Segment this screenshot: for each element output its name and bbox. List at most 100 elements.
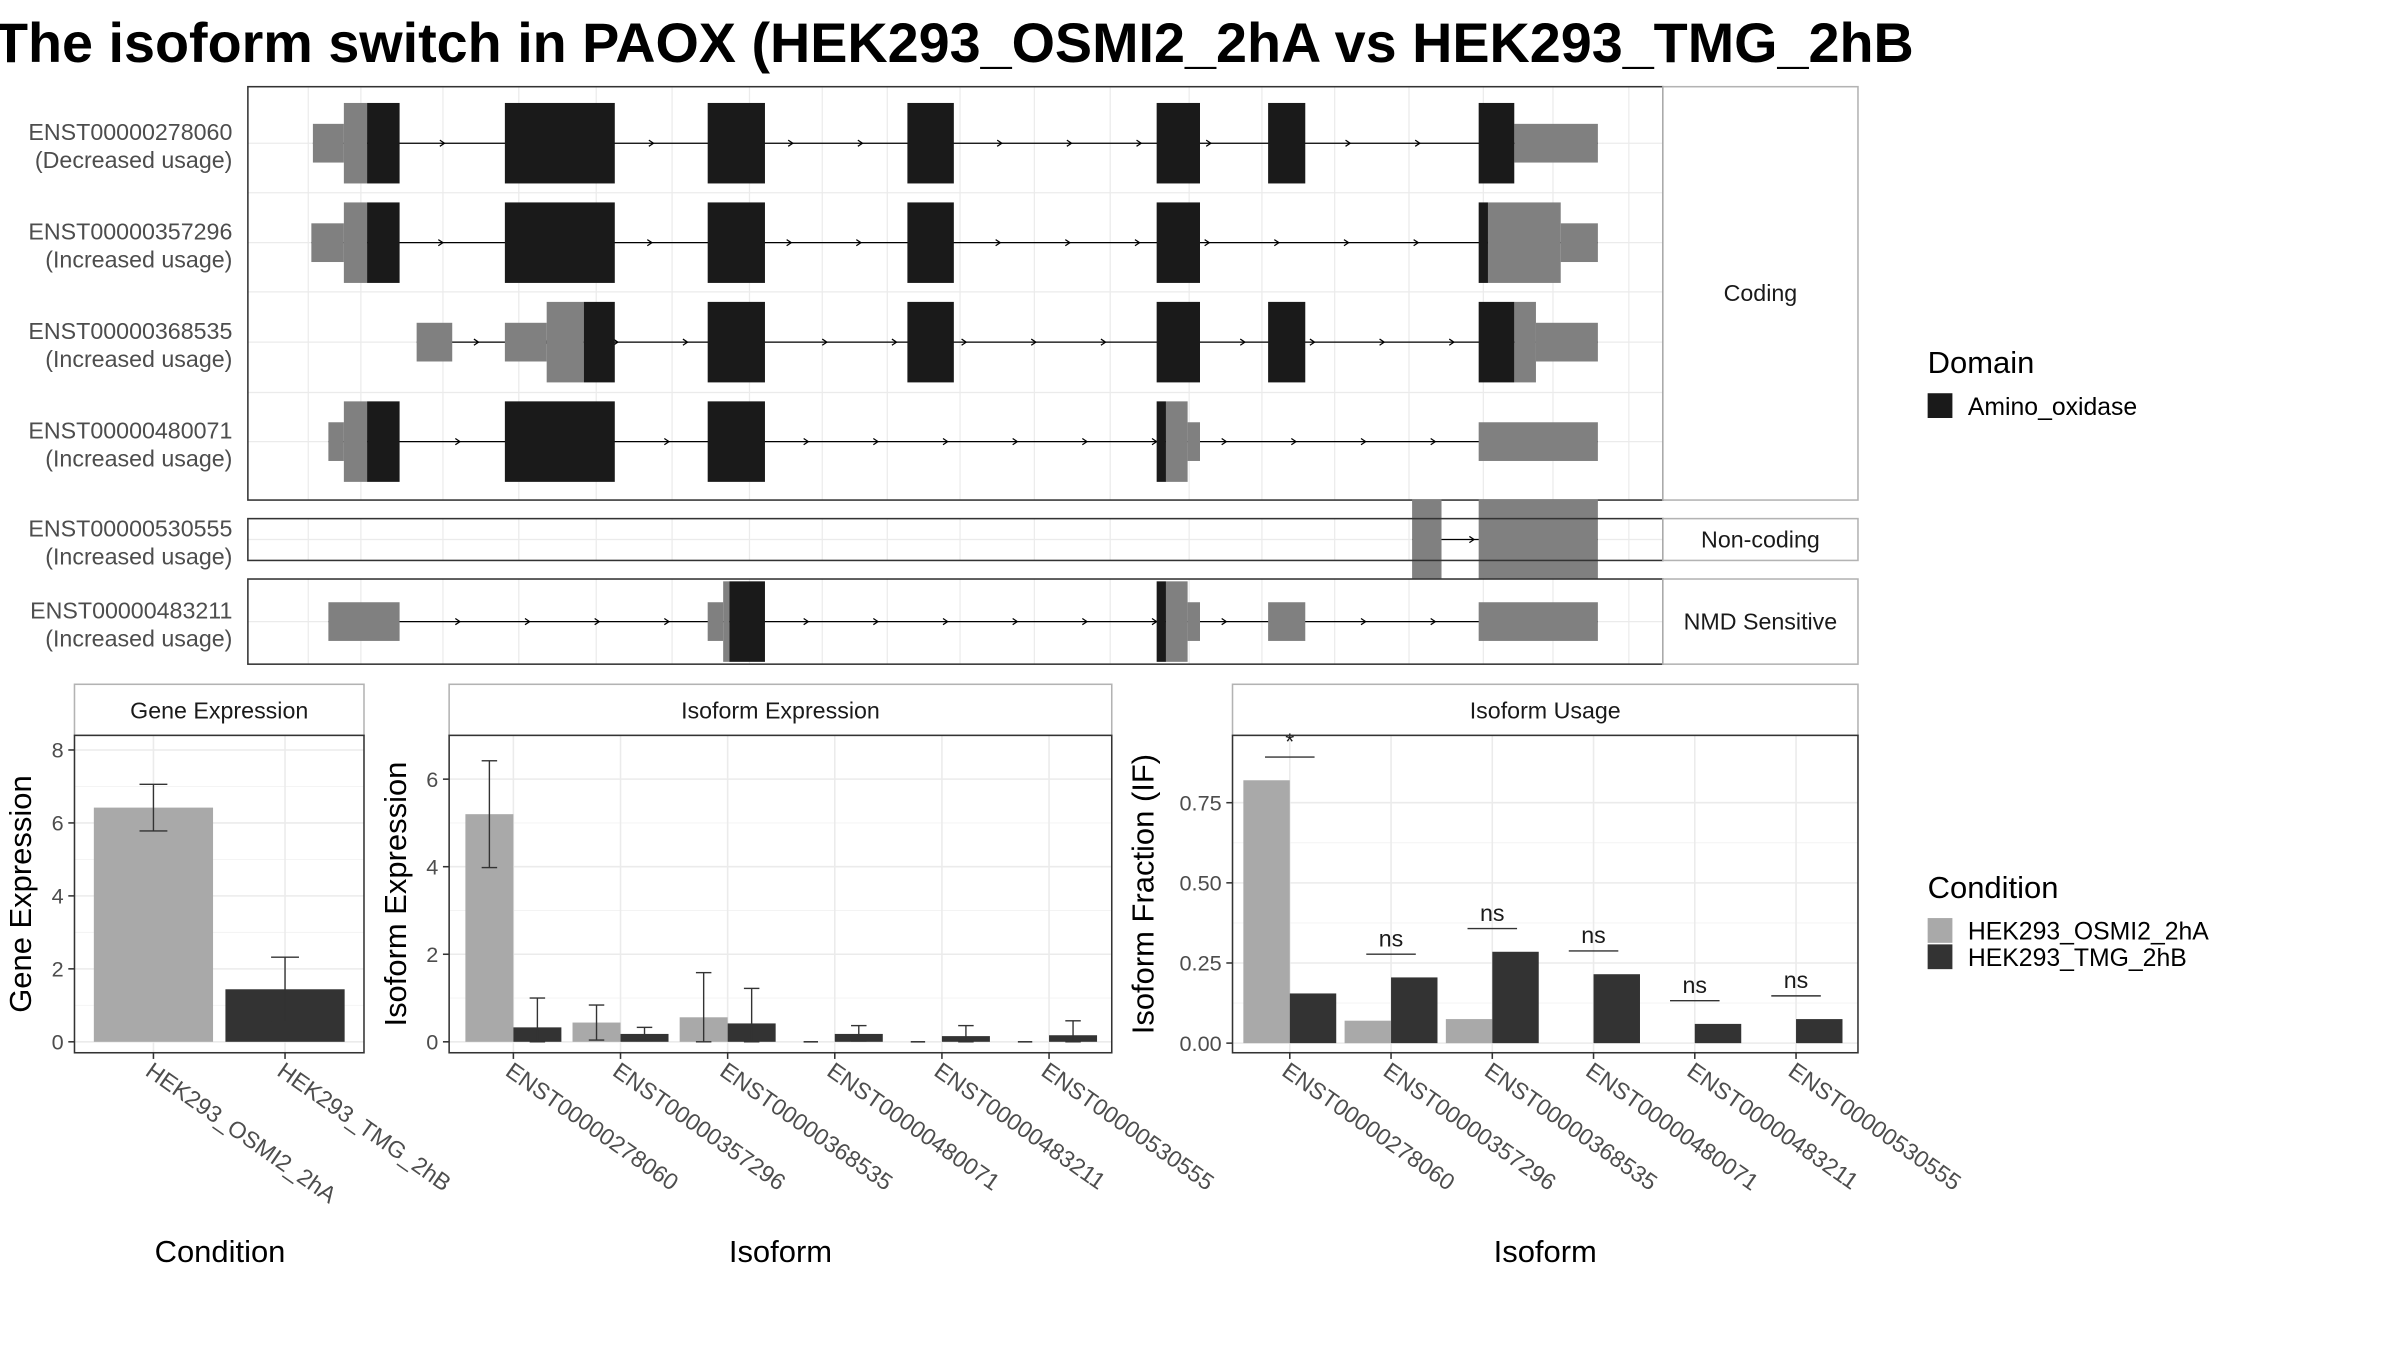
intron-arrow <box>1030 338 1038 346</box>
domain-exon <box>504 401 615 482</box>
y-tick-label: 0.00 <box>1180 1031 1222 1056</box>
intron-arrow <box>1221 617 1228 626</box>
utr-exon <box>343 401 368 482</box>
intron-arrow <box>648 139 655 147</box>
domain-exon <box>1478 202 1488 283</box>
facet-strip <box>1662 517 1859 562</box>
x-tick-label: ENST00000368535 <box>1480 1057 1662 1195</box>
intron-arrow <box>942 438 949 446</box>
y-tick-label: 0 <box>52 1030 64 1055</box>
domain-exon <box>1268 102 1306 184</box>
chart-facet-strip <box>73 683 365 737</box>
intron-arrow <box>437 239 445 247</box>
x-tick-label: ENST00000480071 <box>1581 1057 1763 1195</box>
domain-exon <box>1156 301 1200 383</box>
domain-exon <box>1478 102 1515 184</box>
domain-exon <box>707 202 765 283</box>
utr-exon <box>1478 602 1598 641</box>
domain-exon <box>367 202 400 283</box>
utr-exon <box>343 202 368 283</box>
domain-legend: Domain Amino_oxidase <box>1927 345 2137 421</box>
intron-arrow <box>1360 438 1367 446</box>
utr-exon <box>312 123 344 163</box>
facet-strip-label: NMD Sensitive <box>1684 608 1838 634</box>
transcript-panel-bg <box>247 86 1663 501</box>
bar <box>1492 951 1539 1044</box>
x-tick-label: ENST00000530555 <box>1784 1057 1966 1195</box>
utr-exon <box>1478 499 1598 580</box>
intron-arrow <box>1100 338 1107 346</box>
intron-arrow <box>663 438 671 446</box>
x-tick-label: ENST00000278060 <box>501 1057 683 1195</box>
x-axis-title: Isoform <box>1494 1234 1597 1269</box>
intron-arrow <box>646 239 654 247</box>
domain-legend-title: Domain <box>1928 345 2035 380</box>
utr-exon <box>1560 223 1598 263</box>
intron-arrow <box>1205 139 1212 147</box>
intron-arrow <box>872 617 880 626</box>
bar <box>1593 974 1640 1044</box>
intron-arrow <box>855 239 863 247</box>
y-tick-label: 4 <box>52 884 64 909</box>
intron-arrow <box>857 139 864 147</box>
bar-charts: Gene Expression02468HEK293_OSMI2_2hAHEK2… <box>3 683 1966 1269</box>
domain-exon <box>367 102 400 184</box>
intron-arrow <box>594 617 601 626</box>
domain-exon <box>1268 301 1306 383</box>
condition-legend-key-a <box>1927 918 1953 943</box>
bar <box>1694 1023 1742 1044</box>
domain-exon <box>707 102 765 184</box>
intron-arrow <box>1430 617 1437 626</box>
intron-arrow <box>1134 239 1141 247</box>
y-tick-label: 8 <box>52 738 64 763</box>
intron-arrow <box>1239 338 1247 346</box>
intron-arrow <box>1081 617 1089 626</box>
domain-exon <box>707 301 765 383</box>
x-tick-label: ENST00000357296 <box>608 1057 790 1195</box>
utr-exon <box>1187 602 1200 641</box>
intron-arrow <box>995 239 1002 247</box>
condition-legend: Condition HEK293_OSMI2_2hA HEK293_TMG_2h… <box>1927 870 2209 972</box>
intron-arrow <box>1204 239 1211 247</box>
domain-exon <box>707 401 765 482</box>
utr-exon <box>546 301 584 383</box>
domain-exon <box>907 202 954 283</box>
x-tick-label: ENST00000357296 <box>1379 1057 1561 1195</box>
chart-panel-border <box>1231 734 1859 1054</box>
significance-label: ns <box>1784 967 1809 993</box>
intron-arrow <box>1448 338 1456 346</box>
domain-exon <box>1156 401 1166 482</box>
intron-arrow <box>473 338 480 346</box>
domain-legend-key <box>1927 393 1953 419</box>
utr-exon <box>1187 422 1200 461</box>
domain-exon <box>907 102 954 184</box>
x-tick-label: ENST00000483211 <box>930 1057 1111 1194</box>
bar <box>93 807 214 1042</box>
intron-arrow <box>1309 338 1316 346</box>
chart-title: Isoform Usage <box>1470 697 1621 723</box>
facet-strip <box>1662 85 1859 501</box>
y-tick-label: 0.25 <box>1180 951 1222 976</box>
chart-panel-bg <box>449 735 1112 1053</box>
utr-exon <box>504 322 547 362</box>
intron-arrow <box>803 438 810 446</box>
intron-arrow <box>1343 239 1350 247</box>
facet-strip-label: Non-coding <box>1701 526 1820 552</box>
transcript-id-label: ENST00000530555 <box>28 515 232 541</box>
transcript-id-label: ENST00000368535 <box>28 318 232 344</box>
x-tick-label: ENST00000480071 <box>823 1057 1005 1195</box>
transcript-usage-label: (Increased usage) <box>45 445 232 471</box>
bar <box>1445 1019 1493 1044</box>
intron-arrow <box>891 338 898 346</box>
intron-arrow <box>1290 438 1298 446</box>
x-tick-label: ENST00000483211 <box>1683 1057 1864 1194</box>
condition-legend-label-b: HEK293_TMG_2hB <box>1968 945 2187 972</box>
y-tick-label: 2 <box>52 957 64 982</box>
utr-exon <box>1165 581 1188 662</box>
domain-exon <box>1478 301 1515 383</box>
intron-arrow <box>663 617 671 626</box>
intron-arrow <box>1469 535 1476 544</box>
chart-panel-bg <box>1232 735 1858 1053</box>
transcript-id-label: ENST00000357296 <box>28 219 232 245</box>
